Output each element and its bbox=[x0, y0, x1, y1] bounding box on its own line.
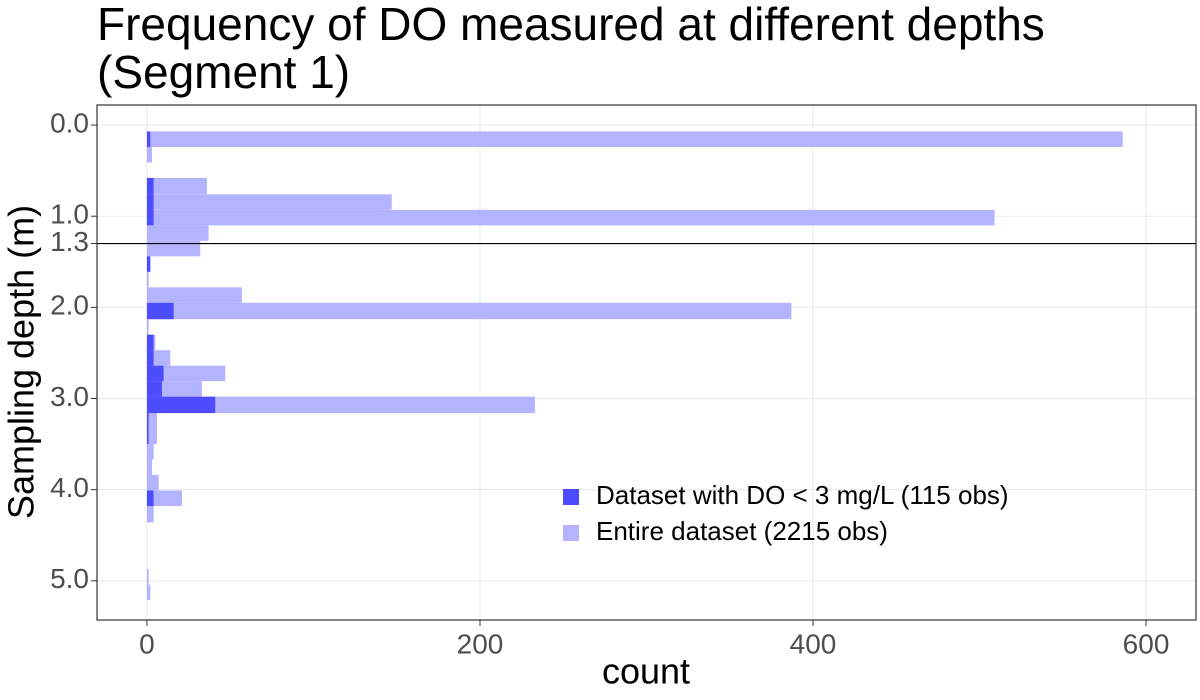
bar bbox=[146, 256, 151, 272]
y-tick-label: 5.0 bbox=[50, 563, 89, 594]
bar bbox=[146, 381, 162, 397]
bar bbox=[146, 365, 164, 382]
bar bbox=[146, 240, 201, 257]
legend-key bbox=[563, 489, 579, 505]
bar bbox=[146, 194, 392, 210]
x-tick-label: 400 bbox=[790, 628, 837, 659]
bar bbox=[146, 490, 154, 507]
bar bbox=[146, 302, 174, 320]
x-tick-label: 200 bbox=[457, 628, 504, 659]
y-tick-label: 2.0 bbox=[50, 290, 89, 321]
y-tick-label: 1.3 bbox=[50, 226, 89, 257]
panel-border bbox=[96, 104, 1197, 621]
bar bbox=[146, 365, 226, 382]
bar bbox=[146, 350, 154, 366]
bar bbox=[146, 225, 209, 241]
bar bbox=[146, 194, 154, 210]
bar bbox=[146, 131, 151, 147]
bar bbox=[146, 209, 995, 226]
bar bbox=[146, 506, 154, 523]
bar bbox=[146, 396, 535, 414]
chart-title: (Segment 1) bbox=[97, 46, 350, 98]
y-tick-label: 1.0 bbox=[50, 199, 89, 230]
bar bbox=[146, 428, 157, 445]
legend-key bbox=[563, 525, 579, 541]
bar bbox=[146, 413, 149, 429]
bar bbox=[146, 444, 154, 460]
legend-label: Entire dataset (2215 obs) bbox=[596, 516, 888, 546]
bar bbox=[146, 568, 149, 585]
bar bbox=[146, 396, 216, 414]
x-tick-label: 600 bbox=[1123, 628, 1170, 659]
bar bbox=[146, 413, 157, 429]
y-axis-title: Sampling depth (m) bbox=[1, 205, 42, 519]
bar bbox=[146, 319, 149, 335]
legend-label: Dataset with DO < 3 mg/L (115 obs) bbox=[596, 480, 1009, 510]
bar bbox=[146, 334, 154, 351]
bar bbox=[146, 177, 154, 195]
bar bbox=[146, 490, 182, 507]
bar bbox=[146, 302, 792, 320]
bar bbox=[146, 459, 152, 476]
bar bbox=[146, 209, 154, 226]
bar bbox=[146, 146, 152, 163]
bar bbox=[146, 271, 149, 288]
y-tick-label: 4.0 bbox=[50, 472, 89, 503]
x-axis-title: count bbox=[602, 651, 690, 692]
chart-title: Frequency of DO measured at different de… bbox=[97, 0, 1045, 50]
bar bbox=[146, 475, 159, 491]
y-tick-label: 0.0 bbox=[50, 107, 89, 138]
bar bbox=[146, 287, 242, 303]
bar bbox=[146, 177, 207, 195]
y-tick-label: 3.0 bbox=[50, 381, 89, 412]
x-tick-label: 0 bbox=[139, 628, 155, 659]
bar bbox=[146, 584, 151, 600]
bar bbox=[146, 428, 149, 445]
bar bbox=[146, 131, 1123, 147]
